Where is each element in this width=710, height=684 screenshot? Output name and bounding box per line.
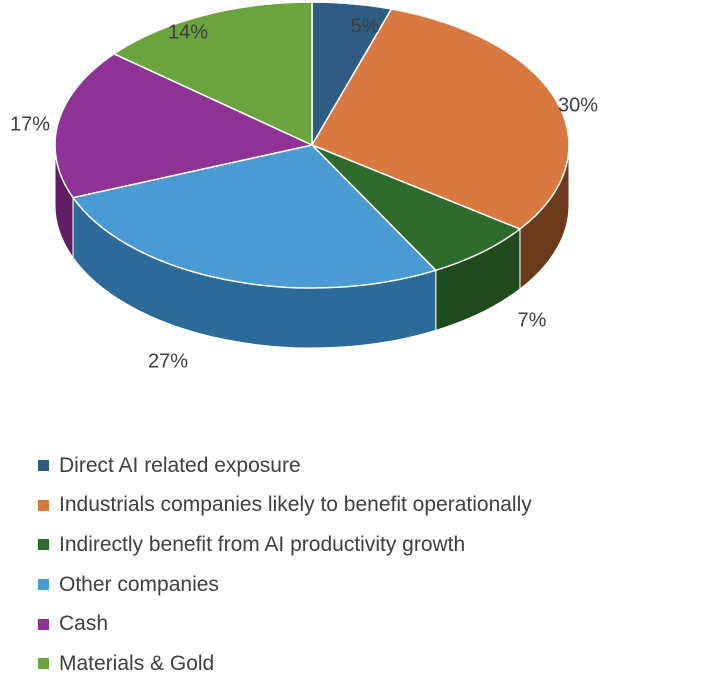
- pie-data-labels: 5% 30% 7% 27% 17% 14%: [10, 15, 598, 372]
- legend-swatch: [38, 499, 49, 511]
- pie-slice-industrials-companies-likely-to-benefit-operationally: [311, 8, 570, 230]
- data-label-direct-ai-related-exposure: 5%: [351, 15, 380, 37]
- legend-item-indirectly-benefit-from-ai-productivity-growth: Indirectly benefit from AI productivity …: [38, 525, 532, 565]
- legend-swatch: [38, 460, 49, 472]
- pie-slice-other-companies: [72, 144, 437, 289]
- legend-label: Materials & Gold: [59, 651, 215, 675]
- legend-item-other-companies: Other companies: [38, 565, 532, 605]
- pie-slice-indirectly-benefit-from-ai-productivity-growth: [311, 144, 521, 272]
- chart-legend: Direct AI related exposure Industrials co…: [38, 446, 532, 684]
- data-label-cash: 17%: [10, 113, 50, 135]
- legend-swatch: [38, 618, 49, 630]
- data-label-other-companies: 27%: [148, 350, 188, 372]
- legend-swatch: [38, 539, 49, 551]
- legend-label: Indirectly benefit from AI productivity …: [59, 532, 466, 556]
- pie-slice-materials-gold: [113, 1, 313, 146]
- legend-label: Direct AI related exposure: [59, 453, 301, 477]
- legend-label: Other companies: [59, 572, 219, 596]
- legend-item-cash: Cash: [38, 604, 532, 644]
- data-label-indirectly-benefit-from-ai-productivity-growth: 7%: [518, 309, 547, 331]
- pie-slice-cash: [54, 53, 313, 199]
- pie-slices: [54, 1, 570, 289]
- legend-label: Industrials companies likely to benefit …: [59, 493, 532, 517]
- legend-swatch: [38, 579, 49, 591]
- legend-item-industrials-companies-likely-to-benefit-operationally: Industrials companies likely to benefit …: [38, 486, 532, 526]
- data-label-industrials-companies-likely-to-benefit-operationally: 30%: [558, 94, 598, 116]
- pie-chart: 5% 30% 7% 27% 17% 14%: [10, 1, 598, 372]
- legend-item-materials-gold: Materials & Gold: [38, 644, 532, 684]
- data-label-materials-gold: 14%: [168, 21, 208, 43]
- legend-label: Cash: [59, 612, 109, 636]
- legend-swatch: [38, 658, 49, 670]
- legend-item-direct-ai-related-exposure: Direct AI related exposure: [38, 446, 532, 486]
